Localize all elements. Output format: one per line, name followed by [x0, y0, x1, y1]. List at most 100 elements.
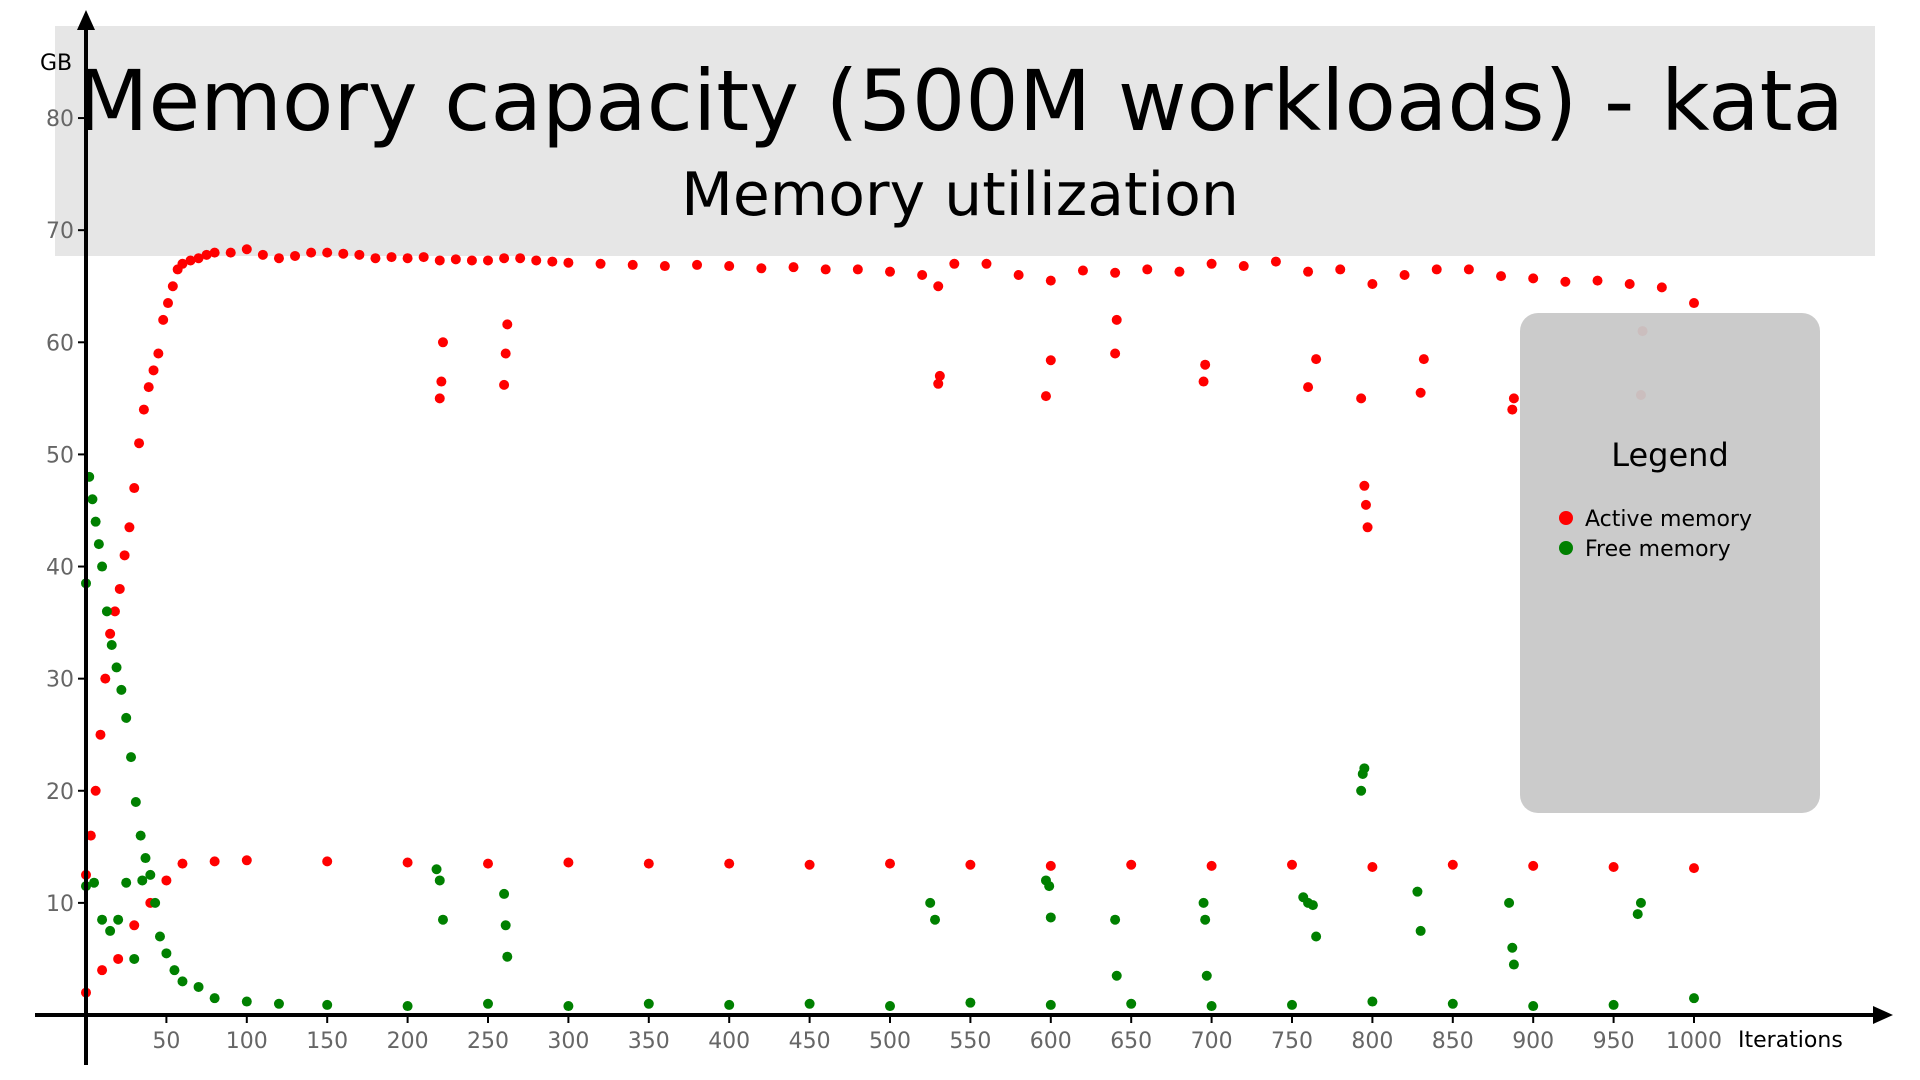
free-memory-point: [1447, 998, 1458, 1009]
x-tick-label: 150: [306, 1029, 348, 1054]
active-memory-point: [129, 920, 140, 931]
active-memory-point: [100, 673, 111, 684]
active-memory-point: [1200, 359, 1211, 370]
y-tick-label: 80: [46, 107, 74, 132]
active-memory-point: [167, 281, 178, 292]
active-memory-point: [804, 859, 815, 870]
active-memory-point: [290, 250, 301, 261]
active-memory-point: [1111, 314, 1122, 325]
free-memory-point: [169, 965, 180, 976]
active-memory-point: [466, 255, 477, 266]
active-memory-point: [225, 247, 236, 258]
free-memory-point: [483, 998, 493, 1009]
active-memory-point: [1560, 276, 1571, 287]
active-memory-point: [1303, 382, 1314, 393]
legend-swatch-active-memory: [1559, 511, 1573, 525]
active-memory-point: [322, 247, 333, 258]
free-memory-point: [1307, 900, 1318, 911]
active-memory-point: [241, 855, 252, 866]
legend-box: [1520, 313, 1820, 813]
free-memory-point: [431, 864, 442, 875]
free-memory-point: [502, 951, 513, 962]
active-memory-point: [105, 628, 116, 639]
x-tick-label: 200: [387, 1029, 429, 1054]
x-ticks: 50 100 150 200 250 300 350 400 450 500 550 600 650 70…: [152, 1015, 1722, 1054]
legend-entry-free-memory: Free memory: [1585, 537, 1731, 562]
legend-swatch-free-memory: [1559, 541, 1573, 555]
free-memory-point: [130, 796, 141, 807]
free-memory-point: [1508, 959, 1519, 970]
active-memory-point: [499, 253, 510, 264]
free-memory-point: [1528, 1001, 1539, 1012]
free-memory-point: [1045, 912, 1056, 923]
x-tick-label: 50: [152, 1029, 180, 1054]
active-memory-point: [483, 255, 493, 266]
active-memory-point: [418, 252, 429, 263]
y-axis-arrow: [77, 10, 95, 30]
free-memory-point: [885, 1001, 895, 1012]
active-memory-point: [483, 858, 493, 869]
x-tick-label: 900: [1512, 1029, 1554, 1054]
x-axis-label: Iterations: [1738, 1028, 1843, 1053]
free-memory-point: [241, 996, 252, 1007]
active-memory-point: [97, 965, 108, 976]
active-memory-point: [788, 262, 799, 273]
free-memory-point: [1126, 998, 1137, 1009]
y-tick-label: 30: [46, 668, 74, 693]
active-memory-point: [502, 319, 513, 330]
active-memory-point: [500, 348, 511, 359]
free-memory-point: [804, 998, 815, 1009]
active-memory-point: [1356, 393, 1367, 404]
active-memory-point: [209, 856, 220, 867]
free-memory-point: [563, 1001, 574, 1012]
active-memory-point: [1126, 859, 1137, 870]
active-memory-point: [1077, 265, 1088, 276]
free-memory-point: [145, 869, 156, 880]
active-memory-point: [201, 249, 212, 260]
active-memory-point: [370, 253, 381, 264]
active-memory-point: [1367, 278, 1378, 289]
active-memory-point: [1174, 266, 1185, 277]
legend-entry-active-memory: Active memory: [1585, 507, 1752, 532]
active-memory-point: [134, 438, 145, 449]
x-tick-label: 650: [1110, 1029, 1152, 1054]
active-memory-point: [185, 255, 196, 266]
free-memory-point: [93, 539, 104, 550]
x-tick-label: 450: [789, 1029, 831, 1054]
free-memory-point: [1201, 970, 1212, 981]
x-tick-label: 1000: [1666, 1029, 1722, 1054]
free-memory-point: [1206, 1001, 1217, 1012]
active-memory-point: [692, 259, 703, 270]
free-memory-point: [434, 875, 445, 886]
active-memory-point: [933, 281, 944, 292]
free-memory-point: [273, 998, 284, 1009]
legend-title: Legend: [1611, 436, 1729, 474]
active-memory-point: [434, 393, 445, 404]
free-memory-point: [101, 606, 112, 617]
active-memory-point: [885, 266, 895, 277]
active-memory-point: [1415, 387, 1426, 398]
y-tick-label: 70: [46, 219, 74, 244]
active-memory-point: [177, 258, 188, 269]
active-memory-point: [163, 298, 174, 309]
x-tick-label: 800: [1351, 1029, 1393, 1054]
active-memory-point: [1689, 863, 1699, 874]
active-memory-point: [1359, 480, 1370, 491]
active-memory-point: [90, 785, 101, 796]
chart-subtitle: Memory utilization: [681, 160, 1239, 230]
active-memory-point: [386, 252, 397, 263]
active-memory-point: [1399, 270, 1410, 281]
active-memory-point: [934, 370, 945, 381]
active-memory-point: [113, 953, 124, 964]
free-memory-point: [97, 561, 108, 572]
free-memory-point: [116, 684, 127, 695]
x-tick-label: 300: [547, 1029, 589, 1054]
active-memory-point: [1362, 522, 1373, 533]
active-memory-point: [1270, 256, 1281, 267]
active-memory-point: [273, 253, 284, 264]
active-memory-point: [852, 264, 863, 275]
free-memory-point: [121, 877, 132, 888]
x-tick-label: 550: [949, 1029, 991, 1054]
x-tick-label: 350: [628, 1029, 670, 1054]
